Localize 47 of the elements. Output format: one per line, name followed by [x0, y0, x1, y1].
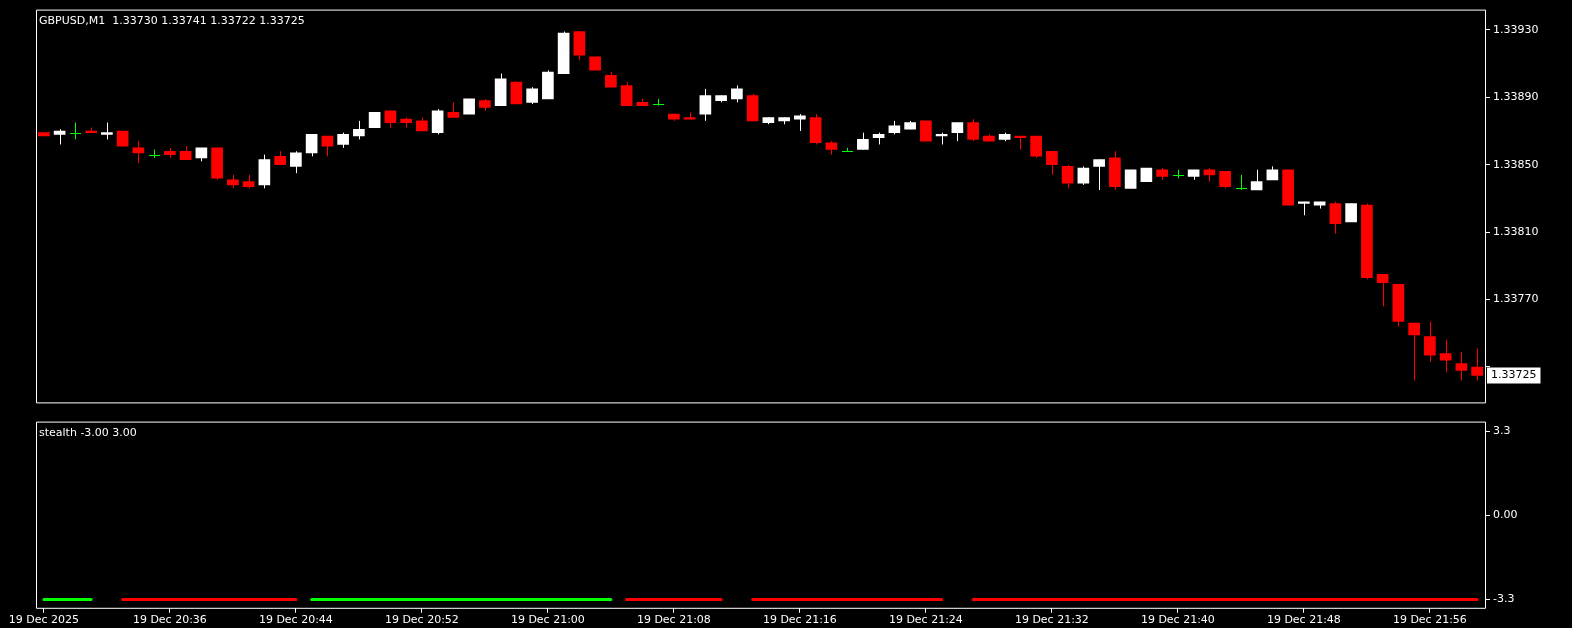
candlestick [1046, 150, 1058, 176]
candlestick [1077, 165, 1090, 186]
candlestick [951, 122, 964, 142]
candlestick [1250, 169, 1263, 191]
x-tick-label: 19 Dec 20:44 [258, 613, 333, 627]
x-tick-label: 19 Dec 21:24 [888, 613, 963, 627]
candlestick [1471, 347, 1483, 381]
x-tick-label: 19 Dec 21:08 [636, 613, 711, 627]
candlestick [699, 88, 712, 122]
chart-title: stealth -3.00 3.00 [39, 425, 137, 439]
x-tick-label: 19 Dec 21:16 [762, 613, 837, 627]
candlestick [431, 108, 444, 135]
y-tick-label: 1.33890 [1493, 90, 1539, 104]
x-tick-label: 19 Dec 2025 [8, 613, 80, 627]
candlestick [1329, 201, 1342, 235]
x-tick-label: 19 Dec 21:48 [1266, 613, 1341, 627]
x-tick-label: 19 Dec 21:40 [1140, 613, 1215, 627]
candlestick [1235, 174, 1248, 191]
candlestick [620, 81, 633, 107]
candlestick [1455, 351, 1468, 381]
candlestick [967, 118, 979, 142]
candlestick [841, 147, 854, 152]
y-tick-label: -3.3 [1493, 592, 1515, 606]
text: GBPUSD,M1 1.33730 1.33741 1.33722 1.33725 [39, 13, 305, 27]
x-tick-label: 19 Dec 21:56 [1392, 613, 1467, 627]
y-tick-label: 3.3 [1493, 423, 1511, 437]
candlestick [1030, 135, 1042, 159]
y-tick-label: 0.00 [1493, 508, 1518, 522]
candlestick [1124, 169, 1137, 189]
y-tick-label: 1.33850 [1493, 157, 1539, 171]
y-tick-label: 1.33810 [1493, 224, 1539, 238]
x-tick-label: 19 Dec 20:52 [384, 613, 459, 627]
text: 1.33725 [1491, 368, 1537, 382]
x-tick-label: 19 Dec 21:32 [1014, 613, 1089, 627]
candlestick [1408, 322, 1420, 381]
candlestick [1439, 339, 1452, 373]
candlestick [1376, 273, 1389, 307]
candlestick [1061, 164, 1074, 189]
y-tick-label: 1.33930 [1493, 22, 1539, 36]
candlestick [353, 120, 365, 140]
candlestick [1424, 320, 1436, 363]
x-tick-label: 19 Dec 20:36 [132, 613, 207, 627]
y-tick-label: 1.33770 [1493, 292, 1539, 306]
x-tick-label: 19 Dec 21:00 [510, 613, 585, 627]
candlestick [305, 133, 318, 157]
candlestick [1093, 159, 1105, 191]
candlestick [290, 150, 302, 174]
